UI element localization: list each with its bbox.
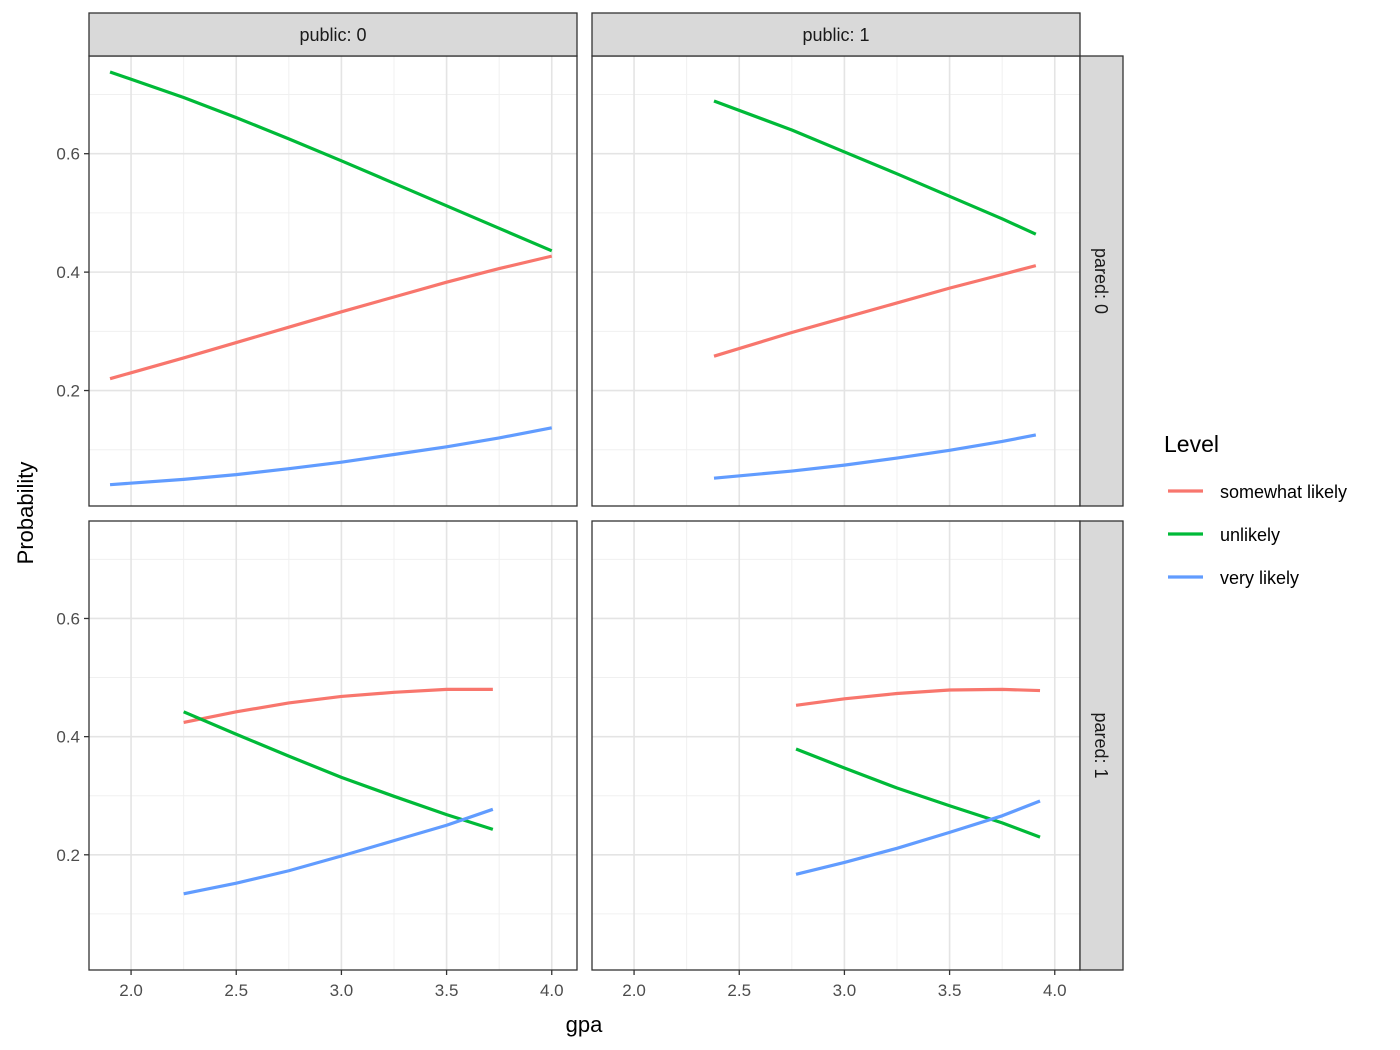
strip-background	[1079, 55, 1124, 507]
panel-background	[592, 56, 1080, 506]
col-strip-label: public: 1	[802, 25, 869, 45]
strip-background	[591, 12, 1081, 57]
panel-r1-c1	[591, 520, 1081, 971]
strip-background	[88, 12, 578, 57]
strip-background	[1079, 520, 1124, 971]
gridlines	[89, 521, 577, 970]
legend-item-unlikely: unlikely	[1168, 525, 1280, 545]
y-tick-label: 0.2	[56, 382, 80, 401]
panel-border	[88, 520, 578, 971]
x-tick-label: 2.0	[622, 981, 646, 1000]
legend-item-somewhat-likely: somewhat likely	[1168, 482, 1347, 502]
panel-r1-c0	[88, 520, 578, 971]
series-line-somewhat-likely	[795, 687, 1041, 707]
gridlines	[592, 521, 1080, 970]
series-line-unlikely	[713, 99, 1037, 236]
y-tick-label: 0.6	[56, 609, 80, 628]
legend-label: somewhat likely	[1220, 482, 1347, 502]
series-line-somewhat-likely	[713, 264, 1037, 358]
series-line-unlikely	[795, 747, 1041, 839]
y-axis-title: Probability	[13, 462, 38, 565]
legend: Level somewhat likely unlikely very likely	[1164, 431, 1347, 588]
series-line-somewhat-likely	[109, 254, 553, 381]
col-strip-1: public: 1	[591, 12, 1081, 57]
panel-background	[592, 521, 1080, 970]
y-tick-label: 0.2	[56, 846, 80, 865]
legend-items: somewhat likely unlikely very likely	[1168, 482, 1347, 588]
strips: public: 0 public: 1 pared: 0 pared: 1	[88, 12, 1124, 971]
row-strip-1: pared: 1	[1079, 520, 1124, 971]
x-tick-label: 2.5	[727, 981, 751, 1000]
x-tick-label: 3.0	[833, 981, 857, 1000]
series-line-very-likely	[713, 433, 1037, 480]
y-tick-label: 0.4	[56, 728, 80, 747]
series-line-very-likely	[795, 799, 1041, 876]
series-line-unlikely	[183, 710, 494, 831]
legend-item-very-likely: very likely	[1168, 568, 1299, 588]
y-tick-label: 0.6	[56, 145, 80, 164]
x-axis-title: gpa	[566, 1012, 603, 1037]
panel-r0-c1	[591, 55, 1081, 507]
x-tick-label: 4.0	[540, 981, 564, 1000]
panel-r0-c0	[88, 55, 578, 507]
col-strip-label: public: 0	[299, 25, 366, 45]
series-line-unlikely	[109, 70, 553, 253]
row-strip-label: pared: 0	[1091, 248, 1111, 314]
legend-label: unlikely	[1220, 525, 1280, 545]
row-strip-label: pared: 1	[1091, 712, 1111, 778]
x-tick-label: 4.0	[1043, 981, 1067, 1000]
x-tick-label: 2.5	[224, 981, 248, 1000]
x-tick-label: 3.0	[330, 981, 354, 1000]
legend-title: Level	[1164, 431, 1219, 457]
series-line-very-likely	[109, 426, 553, 487]
panel-background	[89, 56, 577, 506]
col-strip-0: public: 0	[88, 12, 578, 57]
panels	[88, 55, 1081, 971]
x-tick-label: 3.5	[435, 981, 459, 1000]
series-line-somewhat-likely	[183, 687, 493, 725]
y-tick-label: 0.4	[56, 263, 80, 282]
row-strip-0: pared: 0	[1079, 55, 1124, 507]
axes: 2.0 2.5 3.0 3.5 4.0 2.0 2.5 3.0 3.5 4.0 0.2 0.4 0.6 0…	[56, 145, 1066, 1000]
legend-label: very likely	[1220, 568, 1299, 588]
panel-background	[89, 521, 577, 970]
x-tick-label: 3.5	[938, 981, 962, 1000]
x-tick-label: 2.0	[119, 981, 143, 1000]
series-line-very-likely	[183, 807, 494, 896]
